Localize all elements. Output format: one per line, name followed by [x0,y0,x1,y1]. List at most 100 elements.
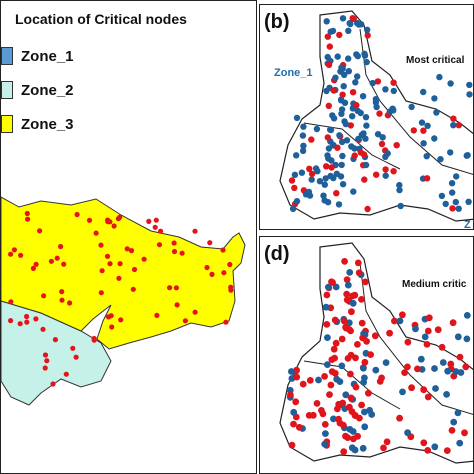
map-title: Location of Critical nodes [15,11,187,27]
node-dot [396,414,403,422]
legend-item-zone-1: Zone_1 [1,45,74,67]
panel-b-zone-label-2: Z [464,219,471,230]
legend-label-zone-3: Zone_3 [21,115,74,133]
critical-node-dot [118,317,124,323]
node-dot [338,161,345,169]
node-dot [420,386,428,394]
node-dot [291,171,299,178]
node-dot [323,291,331,299]
node-dot [289,205,297,212]
node-dot [452,198,459,206]
node-dot [290,408,298,416]
critical-nodes-d [286,258,471,455]
critical-node-dot [130,286,136,292]
node-dot [404,338,412,346]
critical-node-dot [40,326,46,332]
critical-node-dot [25,216,31,222]
node-dot [333,190,340,197]
node-dot [330,115,338,122]
node-dot [438,192,446,200]
panel-b-label: (b) [264,11,290,33]
node-dot [463,312,471,319]
node-dot [328,164,335,171]
critical-node-dot [50,381,56,387]
node-dot [343,276,351,283]
node-dot [378,374,385,382]
critical-node-dot [54,255,60,261]
critical-node-dot [111,223,117,229]
node-dot [362,161,370,169]
node-dot [380,444,387,452]
node-dot [359,93,367,100]
node-dot [449,319,457,327]
node-dot [434,326,442,334]
node-dot [447,360,455,368]
node-dot [372,99,380,106]
node-dot [328,157,335,164]
critical-node-dot [18,252,24,258]
node-dot [347,327,354,335]
node-dot [450,122,457,129]
critical-node-dot [52,337,59,343]
node-dot [412,325,419,333]
node-dot [290,420,297,428]
node-dot [339,152,346,160]
node-dot [321,197,328,204]
node-dot [401,369,408,376]
critical-node-dot [24,210,30,217]
node-dot [299,132,307,139]
critical-node-dot [109,324,115,330]
node-dot [360,130,367,137]
critical-node-dot [33,261,39,267]
node-dot [374,131,382,138]
node-dot [355,269,363,277]
node-dot [353,102,360,109]
node-dot [420,88,427,96]
node-dot [336,31,343,39]
node-dot [332,74,339,81]
node-dot [362,114,370,121]
node-dot [338,362,346,370]
node-dot [361,52,369,59]
critical-node-dot [8,251,14,257]
node-dot [295,423,303,431]
node-dot [404,363,411,371]
node-dot [342,391,350,399]
critical-node-dot [24,313,30,320]
node-dot [293,373,301,381]
node-dot [339,421,347,429]
node-dot [327,126,335,134]
node-dot [421,333,429,341]
node-dot [408,384,415,392]
node-dot [352,383,360,391]
node-dot [349,292,356,300]
node-dot [358,401,365,409]
node-dot [322,303,330,311]
node-dot [327,172,334,180]
node-dot [390,87,397,95]
node-dot [350,15,357,23]
node-dot [323,163,330,170]
node-dot [382,172,389,179]
node-dot [373,171,380,178]
critical-node-dot [116,275,122,281]
node-dot [323,87,330,95]
node-dot [306,377,314,384]
legend-item-zone-2: Zone_2 [1,79,74,101]
node-dot [369,79,376,87]
node-dot [386,108,394,115]
node-dot [453,173,460,180]
critical-node-dot [74,211,80,218]
node-dot [454,333,462,341]
critical-node-dot [58,243,64,250]
node-dot [454,409,462,417]
node-dot [331,354,338,362]
node-dot [299,380,307,388]
node-dot [360,151,368,158]
node-dot [424,327,432,335]
critical-node-dot [8,299,14,305]
node-dot [424,393,432,401]
node-dot [337,173,345,180]
node-dot [348,308,355,316]
node-dot [464,152,471,159]
